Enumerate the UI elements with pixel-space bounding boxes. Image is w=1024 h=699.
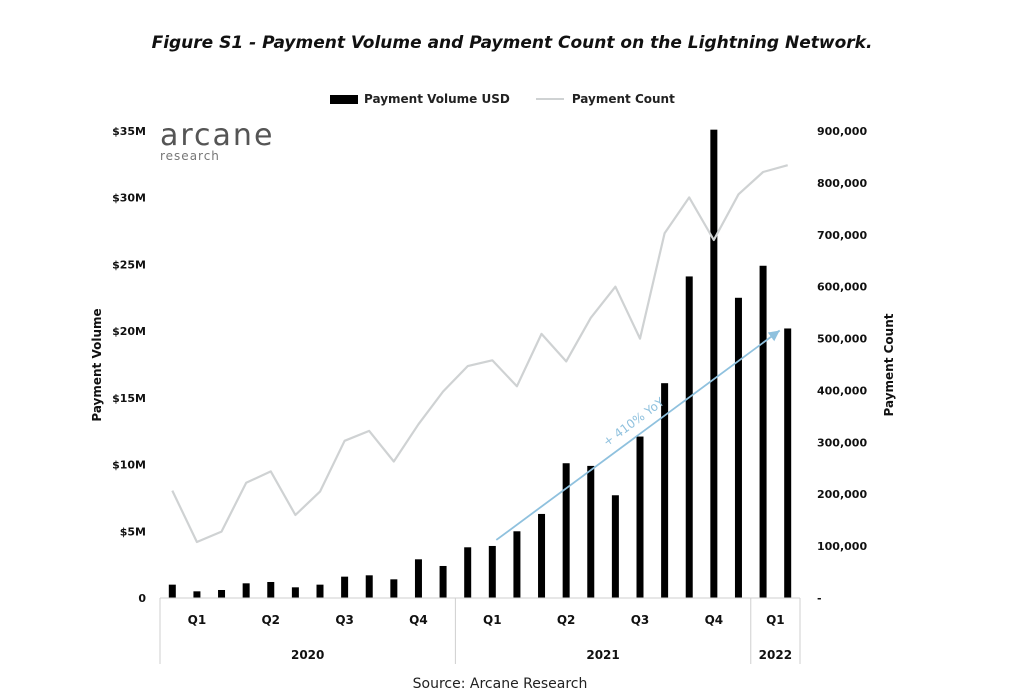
quarter-label: Q4	[705, 613, 724, 627]
volume-bar	[267, 581, 275, 598]
line-series	[171, 164, 788, 544]
figure-title: Figure S1 - Payment Volume and Payment C…	[151, 33, 873, 53]
volume-bar	[784, 328, 792, 598]
source-note: Source: Arcane Research	[412, 676, 588, 692]
volume-bar	[414, 559, 422, 598]
volume-bar	[316, 584, 324, 598]
y2-tick-label: 600,000	[817, 281, 867, 294]
axes-group: 0 $5M $10M $15M $20M $25M $30M $35M - 100,000 200,…	[90, 125, 896, 664]
volume-bar	[488, 545, 496, 598]
y-tick-label: $5M	[120, 525, 146, 538]
y-tick-label: $30M	[112, 192, 146, 205]
volume-bar	[759, 265, 767, 598]
y-axis-title: Payment Volume	[90, 308, 104, 421]
quarter-label: Q4	[409, 613, 428, 627]
quarter-label: Q2	[557, 613, 576, 627]
y-tick-label: $10M	[112, 459, 146, 472]
year-label: 2022	[759, 648, 792, 662]
volume-bar	[538, 513, 546, 598]
y-tick-label: $25M	[112, 258, 146, 271]
legend-swatch-count	[535, 98, 564, 100]
logo-sub: research	[160, 149, 220, 163]
y-tick-label: $20M	[112, 325, 146, 338]
y2-axis-title: Payment Count	[882, 313, 896, 416]
arcane-logo: arcane research	[160, 118, 274, 163]
volume-bar	[661, 383, 669, 598]
y2-tick-label: -	[817, 592, 822, 605]
y-tick-label: $15M	[112, 392, 146, 405]
volume-bar	[390, 579, 398, 598]
year-label: 2020	[291, 648, 324, 662]
y2-tick-label: 400,000	[817, 384, 867, 397]
volume-bar	[710, 129, 718, 598]
y2-tick-label: 100,000	[817, 540, 867, 553]
payment-count-line	[171, 164, 788, 544]
yoy-arrow	[495, 329, 781, 541]
legend-swatch-volume	[330, 94, 358, 104]
quarter-label: Q3	[631, 613, 650, 627]
y2-tick-label: 500,000	[817, 333, 867, 346]
volume-bar	[611, 495, 619, 598]
y2-tick-label: 200,000	[817, 488, 867, 501]
volume-bar	[513, 531, 521, 598]
volume-bar	[341, 576, 349, 598]
quarter-label: Q1	[188, 613, 207, 627]
quarter-label: Q3	[335, 613, 354, 627]
y2-tick-label: 700,000	[817, 229, 867, 242]
volume-bar	[562, 463, 570, 598]
logo-name: arcane	[160, 118, 275, 153]
volume-bar	[168, 584, 176, 598]
legend-label-count: Payment Count	[571, 92, 675, 106]
quarter-label: Q1	[766, 613, 785, 627]
volume-bar	[242, 583, 250, 598]
legend-label-volume: Payment Volume USD	[364, 92, 510, 106]
volume-bar	[291, 587, 299, 598]
year-label: 2021	[586, 648, 619, 662]
volume-bar	[636, 436, 644, 598]
volume-bar	[587, 465, 595, 598]
volume-bar	[218, 589, 226, 598]
y-tick-label: 0	[138, 592, 146, 605]
volume-bar	[734, 297, 742, 598]
volume-bar	[685, 276, 693, 598]
volume-bar	[365, 575, 373, 598]
volume-bar	[439, 565, 447, 598]
legend: Payment Volume USD Payment Count	[330, 92, 675, 106]
y2-tick-label: 800,000	[817, 177, 867, 190]
bar-series	[168, 129, 792, 598]
y2-tick-label: 300,000	[817, 436, 867, 449]
volume-bar	[193, 591, 201, 598]
quarter-label: Q1	[483, 613, 502, 627]
y2-tick-label: 900,000	[817, 125, 867, 138]
volume-bar	[464, 547, 472, 598]
y-tick-label: $35M	[112, 125, 146, 138]
quarter-label: Q2	[261, 613, 280, 627]
